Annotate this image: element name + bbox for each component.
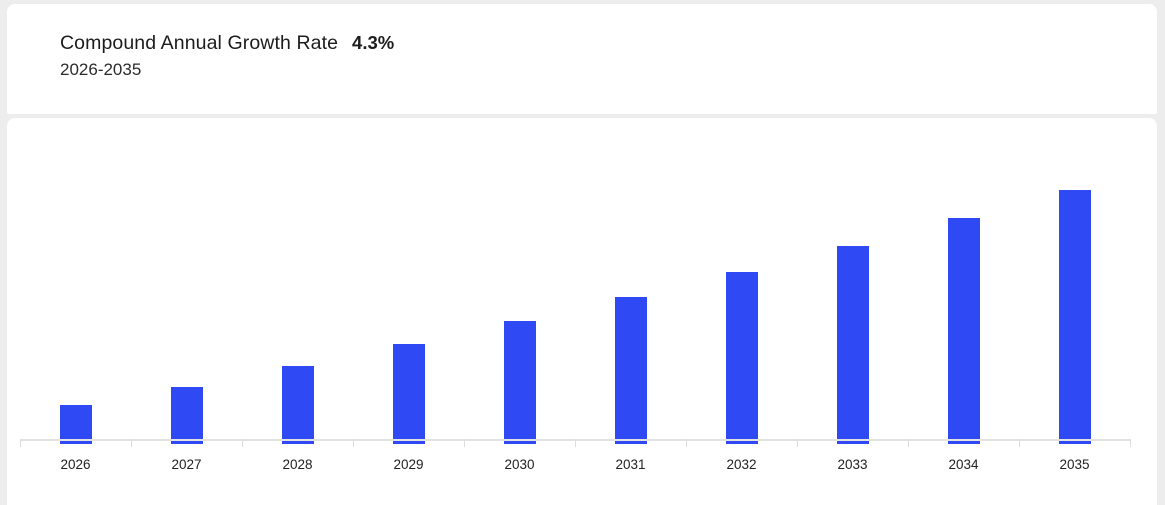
bar-2035[interactable] [1058, 190, 1091, 444]
chart-card: 2026 2027 2028 2029 2030 2031 2032 2033 2034 2035 [7, 118, 1157, 505]
x-axis-tick [464, 439, 465, 447]
chart-title: Compound Annual Growth Rate [60, 32, 339, 54]
x-axis-label-2034: 2034 [948, 457, 979, 472]
x-axis-tick [131, 439, 132, 447]
bar-2028[interactable] [281, 366, 314, 444]
bar-2026[interactable] [59, 405, 92, 444]
x-axis-label-2029: 2029 [393, 457, 424, 472]
x-axis-label-2027: 2027 [171, 457, 202, 472]
x-axis-label-2032: 2032 [726, 457, 757, 472]
x-axis-tick [797, 439, 798, 447]
bar-2031[interactable] [614, 297, 647, 444]
x-axis-tick [686, 439, 687, 447]
x-axis-tick [20, 439, 21, 447]
chart-subtitle: 2026-2035 [60, 60, 142, 79]
x-axis-tick [242, 439, 243, 447]
title-row: Compound Annual Growth Rate 4.3% [60, 32, 394, 55]
x-axis-label-2028: 2028 [282, 457, 313, 472]
bar-chart-plot: 2026 2027 2028 2029 2030 2031 2032 2033 2034 2035 [7, 118, 1157, 505]
x-axis-label-2033: 2033 [837, 457, 868, 472]
x-axis-label-2030: 2030 [504, 457, 535, 472]
x-axis-tick [353, 439, 354, 447]
x-axis-label-2035: 2035 [1059, 457, 1090, 472]
header-card: Compound Annual Growth Rate 4.3% 2026-20… [7, 4, 1157, 114]
bar-2027[interactable] [170, 387, 203, 444]
x-axis-tick [1019, 439, 1020, 447]
bar-2030[interactable] [503, 321, 536, 444]
x-axis-label-2031: 2031 [615, 457, 646, 472]
bar-2033[interactable] [836, 246, 869, 444]
x-axis-tick [575, 439, 576, 447]
x-axis-label-2026: 2026 [60, 457, 91, 472]
bar-2034[interactable] [947, 218, 980, 444]
bar-2029[interactable] [392, 344, 425, 444]
bar-2032[interactable] [725, 272, 758, 444]
cagr-value: 4.3% [352, 32, 395, 53]
x-axis-tick [1130, 439, 1131, 447]
x-axis-tick [908, 439, 909, 447]
